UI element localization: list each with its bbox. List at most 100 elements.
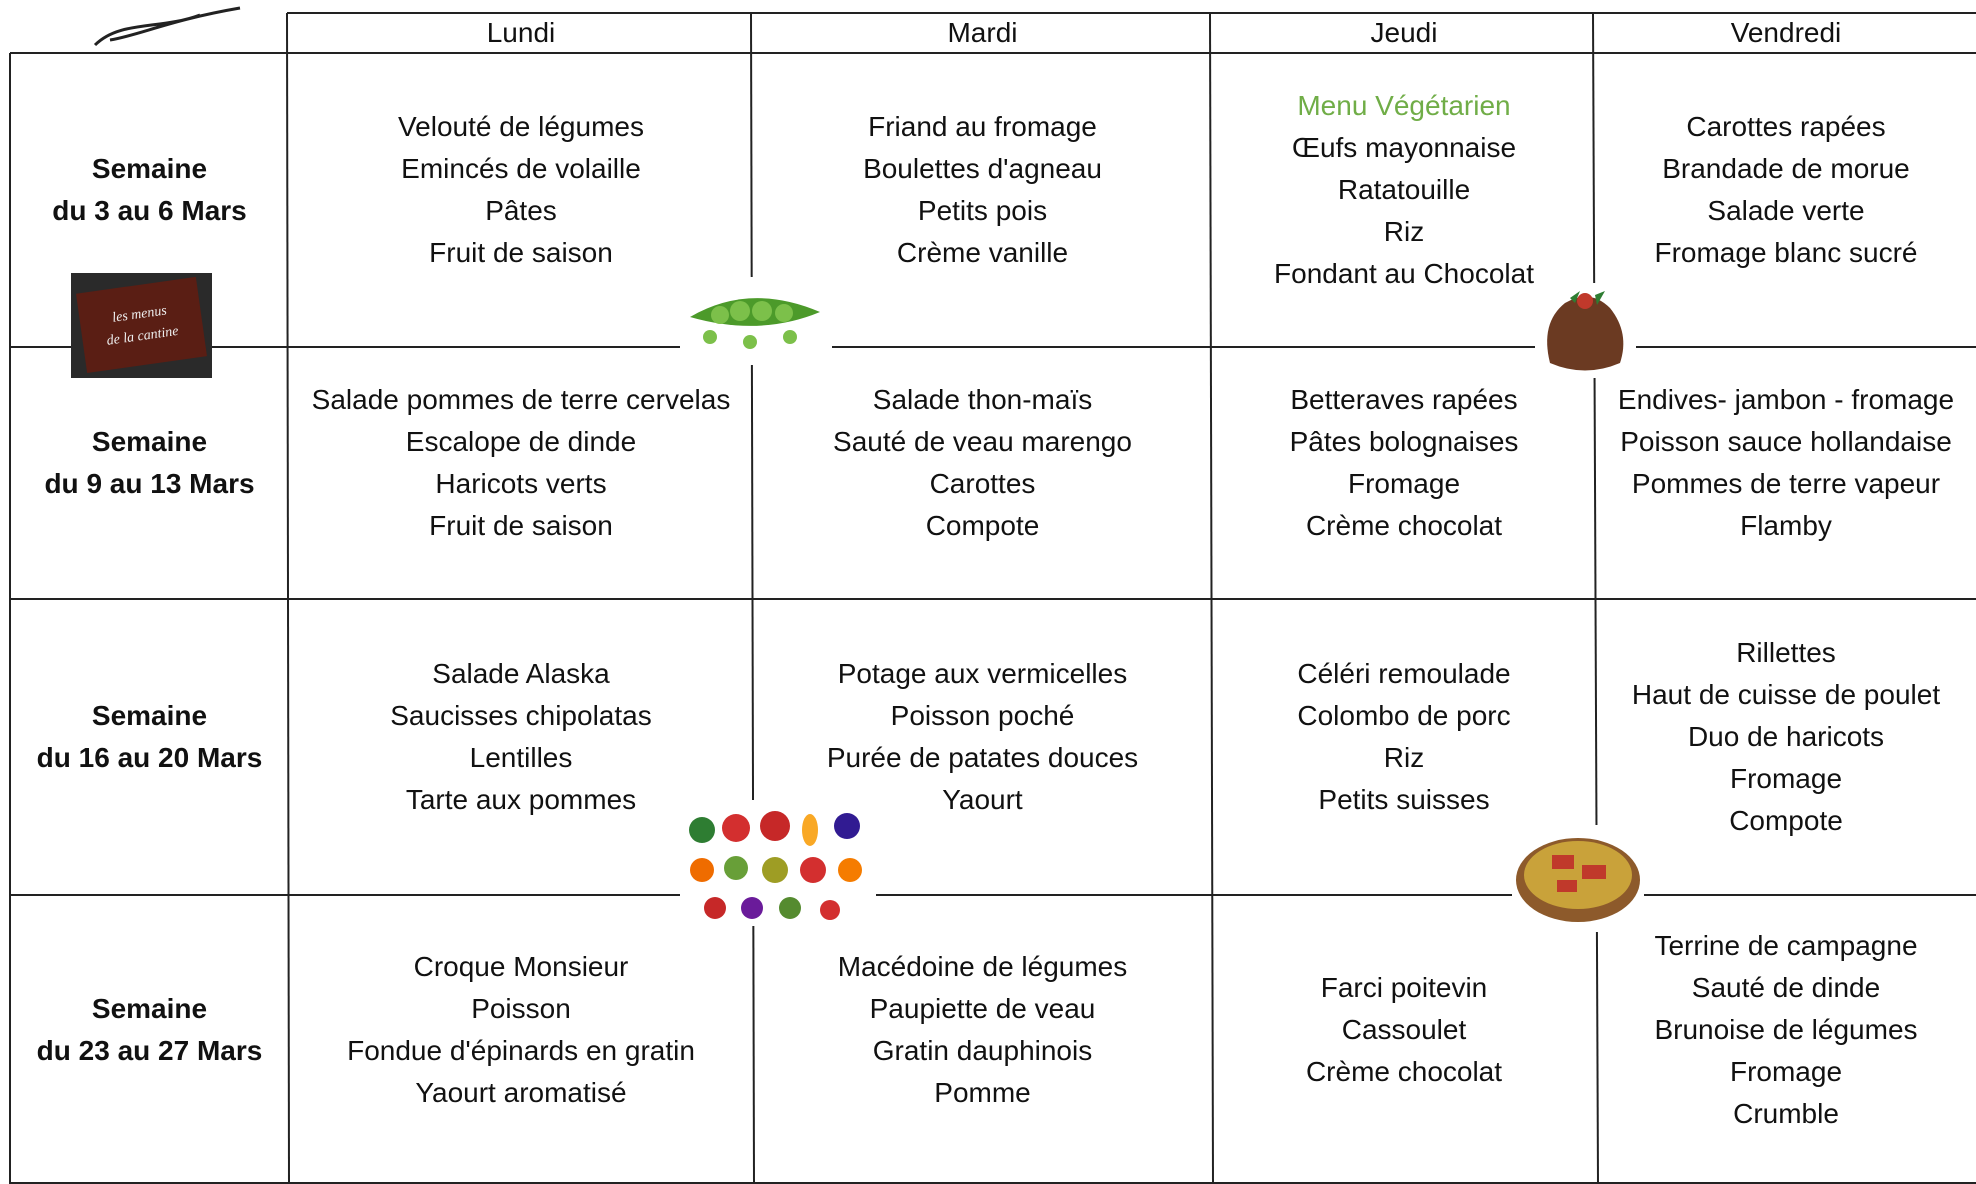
menu-item: Cassoulet xyxy=(1341,1013,1467,1045)
menu-cell: Potage aux vermicelles Poisson poché Purée… xyxy=(753,589,1212,885)
menu-item: Crème chocolat xyxy=(1305,510,1503,541)
menu-cell: Salade Alaska Saucisses chipolatas Lentill… xyxy=(289,589,753,885)
day-header: Mardi xyxy=(947,17,1018,48)
day-header: Jeudi xyxy=(1370,17,1438,48)
menu-item: Tarte aux pommes xyxy=(405,784,637,815)
menu-item: Salade pommes de terre cervelas xyxy=(311,384,731,415)
week-label-line: Semaine xyxy=(91,153,208,184)
menu-item: Paupiette de veau xyxy=(869,992,1096,1024)
menu-item: Haricots verts xyxy=(435,468,607,499)
menu-item: Escalope de dinde xyxy=(405,426,637,457)
menu-cell: Salade pommes de terre cervelas Escalope … xyxy=(289,337,753,589)
menu-item: Pâtes bolognaises xyxy=(1289,426,1519,457)
menu-item: Crumble xyxy=(1733,1097,1839,1129)
menu-item: Gratin dauphinois xyxy=(872,1034,1093,1066)
menu-item: Crème vanille xyxy=(896,237,1069,268)
menu-item: Duo de haricots xyxy=(1687,721,1885,752)
week-label-line: du 16 au 20 Mars xyxy=(36,742,263,773)
fruits-image xyxy=(680,800,876,926)
week-label: Semaine du 9 au 13 Mars xyxy=(10,337,289,589)
menu-item: Fromage xyxy=(1729,1055,1843,1087)
menu-cell: Croque Monsieur Poisson Fondue d'épinards … xyxy=(289,885,753,1174)
menu-cell: Macédoine de légumes Paupiette de veau Gra… xyxy=(753,885,1212,1174)
menu-item: Terrine de campagne xyxy=(1654,929,1918,961)
menu-item: Betteraves rapées xyxy=(1290,384,1518,415)
menu-cell: Carottes rapées Brandade de morue Salade v… xyxy=(1596,43,1976,337)
menu-item: Poisson poché xyxy=(890,700,1075,731)
peas-image xyxy=(680,277,832,365)
menu-item: Rillettes xyxy=(1736,637,1836,668)
menu-item: Boulettes d'agneau xyxy=(863,153,1102,184)
day-header: Vendredi xyxy=(1730,17,1842,48)
menu-item: Velouté de légumes xyxy=(398,111,644,142)
menu-item: Petits suisses xyxy=(1318,784,1490,815)
menu-cell: Friand au fromage Boulettes d'agneau Petit… xyxy=(753,43,1212,337)
menu-item: Brunoise de légumes xyxy=(1654,1013,1918,1045)
week-label-line: Semaine xyxy=(91,992,208,1024)
menu-item: Yaourt xyxy=(942,784,1023,815)
day-header: Lundi xyxy=(486,17,556,48)
menu-item: Pomme xyxy=(934,1076,1031,1108)
menu-item: Fromage xyxy=(1347,468,1461,499)
menu-item: Pâtes xyxy=(485,195,557,226)
menu-cell: Menu Végétarien Œufs mayonnaise Ratatouill… xyxy=(1212,43,1596,337)
menu-item: Fromage xyxy=(1729,763,1843,794)
menu-item: Purée de patates douces xyxy=(826,742,1139,773)
menu-cell: Betteraves rapées Pâtes bolognaises Fromag… xyxy=(1212,337,1596,589)
menu-cell: Endives- jambon - fromage Poisson sauce h… xyxy=(1596,337,1976,589)
week-label-line: du 23 au 27 Mars xyxy=(36,1034,263,1066)
menu-item: Fruit de saison xyxy=(429,237,613,268)
menu-item: Ratatouille xyxy=(1337,174,1471,205)
menu-item: Lentilles xyxy=(469,742,573,773)
cake-image xyxy=(1535,283,1636,378)
dish-image xyxy=(1512,825,1644,932)
menu-cell: Rillettes Haut de cuisse de poulet Duo de … xyxy=(1596,589,1976,885)
menu-item: Flamby xyxy=(1740,510,1832,541)
menu-item: Œufs mayonnaise xyxy=(1291,132,1517,163)
menu-item: Brandade de morue xyxy=(1662,153,1910,184)
week-label: Semaine du 16 au 20 Mars xyxy=(10,589,289,885)
menu-item: Colombo de porc xyxy=(1297,700,1511,731)
week-label: Semaine du 3 au 6 Mars xyxy=(10,43,289,337)
menu-item: Fromage blanc sucré xyxy=(1654,237,1918,268)
menu-item: Fruit de saison xyxy=(429,510,613,541)
menu-item: Yaourt aromatisé xyxy=(415,1076,627,1108)
menu-item: Salade thon-maïs xyxy=(872,384,1093,415)
menu-item: Sauté de dinde xyxy=(1691,971,1881,1003)
menu-note: Menu Végétarien xyxy=(1297,90,1511,121)
week-label-line: Semaine xyxy=(91,700,208,731)
menu-item: Carottes xyxy=(929,468,1036,499)
menu-item: Friand au fromage xyxy=(868,111,1097,142)
menu-item: Crème chocolat xyxy=(1305,1055,1503,1087)
week-label-line: Semaine xyxy=(91,426,208,457)
menu-item: Riz xyxy=(1383,742,1425,773)
menu-cell: Salade thon-maïs Sauté de veau marengo Car… xyxy=(753,337,1212,589)
menu-item: Croque Monsieur xyxy=(413,950,629,982)
menu-item: Poisson xyxy=(471,992,571,1024)
menu-cell: Velouté de légumes Emincés de volaille Pât… xyxy=(289,43,753,337)
menu-item: Farci poitevin xyxy=(1320,971,1488,1003)
week-label-line: du 3 au 6 Mars xyxy=(52,195,247,226)
menu-item: Emincés de volaille xyxy=(401,153,641,184)
menu-item: Poisson sauce hollandaise xyxy=(1620,426,1952,457)
menu-cell: Farci poitevin Cassoulet Crème chocolat xyxy=(1212,885,1596,1174)
menu-item: Macédoine de légumes xyxy=(837,950,1128,982)
menu-item: Riz xyxy=(1383,216,1425,247)
menu-item: Céléri remoulade xyxy=(1297,658,1511,689)
chalkboard-image: les menus de la cantine xyxy=(71,273,212,378)
week-label: Semaine du 23 au 27 Mars xyxy=(10,885,289,1174)
menu-item: Fondue d'épinards en gratin xyxy=(347,1034,695,1066)
menu-item: Pommes de terre vapeur xyxy=(1631,468,1941,499)
menu-item: Compote xyxy=(925,510,1040,541)
menu-item: Potage aux vermicelles xyxy=(837,658,1128,689)
menu-item: Fondant au Chocolat xyxy=(1274,258,1534,289)
menu-item: Petits pois xyxy=(917,195,1048,226)
week-label-line: du 9 au 13 Mars xyxy=(44,468,255,499)
menu-cell: Céléri remoulade Colombo de porc Riz Petits… xyxy=(1212,589,1596,885)
menu-item: Carottes rapées xyxy=(1686,111,1886,142)
menu-cell: Terrine de campagne Sauté de dinde Brunois… xyxy=(1596,885,1976,1174)
menu-item: Salade Alaska xyxy=(432,658,610,689)
menu-item: Saucisses chipolatas xyxy=(390,700,652,731)
